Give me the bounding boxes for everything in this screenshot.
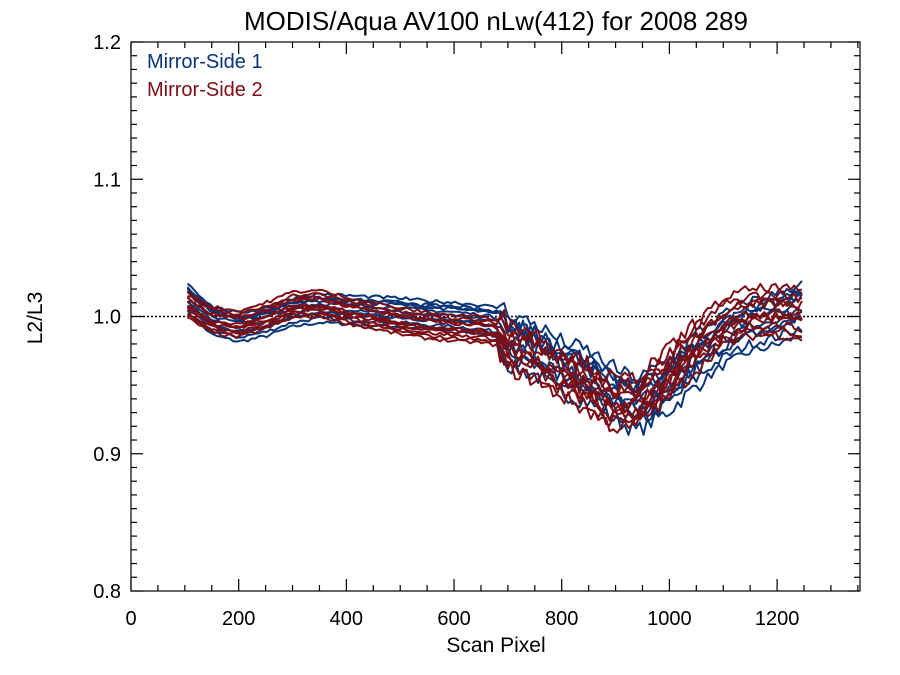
series-line-2 <box>186 282 803 385</box>
x-tick-label: 0 <box>125 608 136 630</box>
series-line-2 <box>186 305 803 417</box>
y-tick-label: 1.1 <box>93 169 121 191</box>
y-tick-label: 0.8 <box>93 581 121 603</box>
series-line-2 <box>186 304 803 414</box>
y-tick-label: 1.0 <box>93 307 121 329</box>
x-axis-label: Scan Pixel <box>446 634 545 657</box>
series-line-2 <box>187 313 803 434</box>
y-axis-label: L2/L3 <box>24 292 47 345</box>
series-line-2 <box>187 290 803 396</box>
chart-title: MODIS/Aqua AV100 nLw(412) for 2008 289 <box>244 6 748 36</box>
series-line-2 <box>186 308 803 421</box>
legend-entry-mirror-side-1: Mirror-Side 1 <box>147 51 263 73</box>
x-tick-label: 200 <box>222 608 255 630</box>
series-line-1 <box>186 309 803 436</box>
x-tick-label: 1200 <box>755 608 800 630</box>
series-line-2 <box>186 295 803 399</box>
legend-entry-mirror-side-2: Mirror-Side 2 <box>147 79 263 101</box>
x-tick-label: 800 <box>545 608 578 630</box>
x-tick-label: 400 <box>330 608 363 630</box>
x-tick-label: 1000 <box>647 608 692 630</box>
y-tick-label: 0.9 <box>93 444 121 466</box>
x-tick-label: 600 <box>437 608 470 630</box>
plot-area <box>186 280 803 436</box>
y-tick-label: 1.2 <box>93 32 121 54</box>
